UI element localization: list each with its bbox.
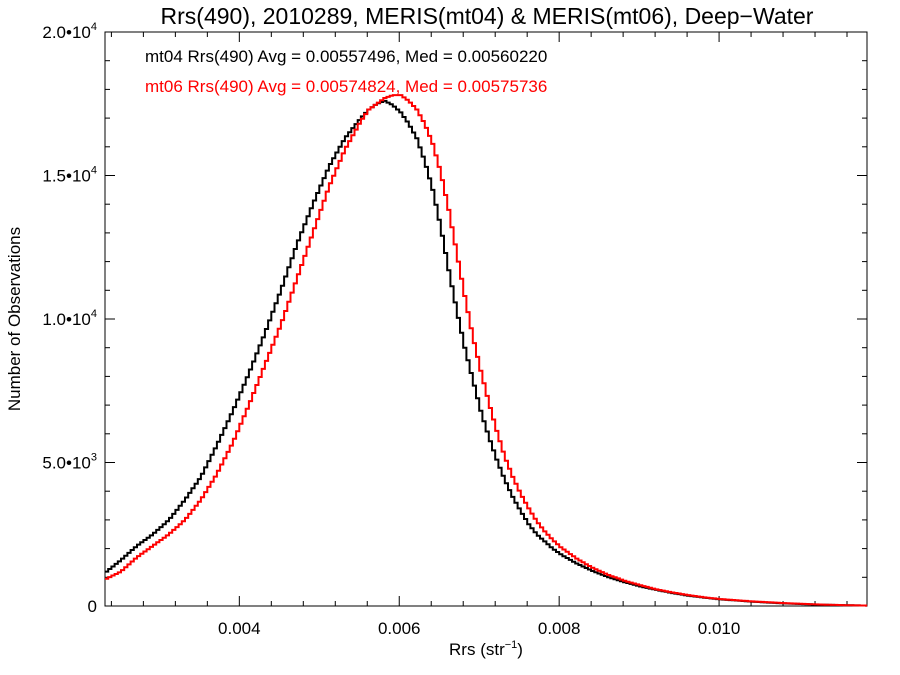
x-tick-label: 0.008 <box>538 619 581 638</box>
x-axis-label-main: Rrs (str <box>449 640 505 659</box>
y-tick-label-main: 5.0•10 <box>42 454 91 473</box>
legend-entry-mt06: mt06 Rrs(490) Avg = 0.00574824, Med = 0.… <box>145 77 547 96</box>
y-tick-label: 1.0•104 <box>42 308 97 329</box>
plot-frame <box>104 31 868 607</box>
y-tick-label-exponent: 3 <box>91 452 97 464</box>
x-axis-label-superscript: −1 <box>505 639 518 651</box>
x-tick-label: 0.010 <box>698 619 741 638</box>
series-line-mt06 <box>105 94 868 607</box>
y-tick-label-exponent: 4 <box>91 21 97 33</box>
y-tick-label-main: 0 <box>88 597 97 616</box>
x-axis-ticks: 0.004 0.006 0.008 0.010 <box>110 32 848 638</box>
y-tick-label-main: 2.0•10 <box>42 23 91 42</box>
y-tick-label: 5.0•103 <box>42 452 97 473</box>
y-tick-label-exponent: 4 <box>91 165 97 177</box>
y-tick-label-main: 1.5•10 <box>42 167 91 186</box>
y-axis-label: Number of Observations <box>5 227 24 411</box>
series-layer <box>105 94 868 607</box>
y-tick-label-main: 1.0•10 <box>42 310 91 329</box>
x-axis-label: Rrs (str−1) <box>449 639 523 659</box>
legend-entry-mt04: mt04 Rrs(490) Avg = 0.00557496, Med = 0.… <box>145 47 547 66</box>
y-tick-label: 1.5•104 <box>42 165 97 186</box>
x-axis-label-close: ) <box>517 640 523 659</box>
chart-title: Rrs(490), 2010289, MERIS(mt04) & MERIS(m… <box>161 3 814 29</box>
series-line-mt04 <box>105 99 868 607</box>
x-tick-label: 0.006 <box>378 619 421 638</box>
y-tick-label: 0 <box>88 597 97 616</box>
x-tick-label: 0.004 <box>218 619 261 638</box>
y-tick-label-exponent: 4 <box>91 308 97 320</box>
y-tick-label: 2.0•104 <box>42 21 97 42</box>
